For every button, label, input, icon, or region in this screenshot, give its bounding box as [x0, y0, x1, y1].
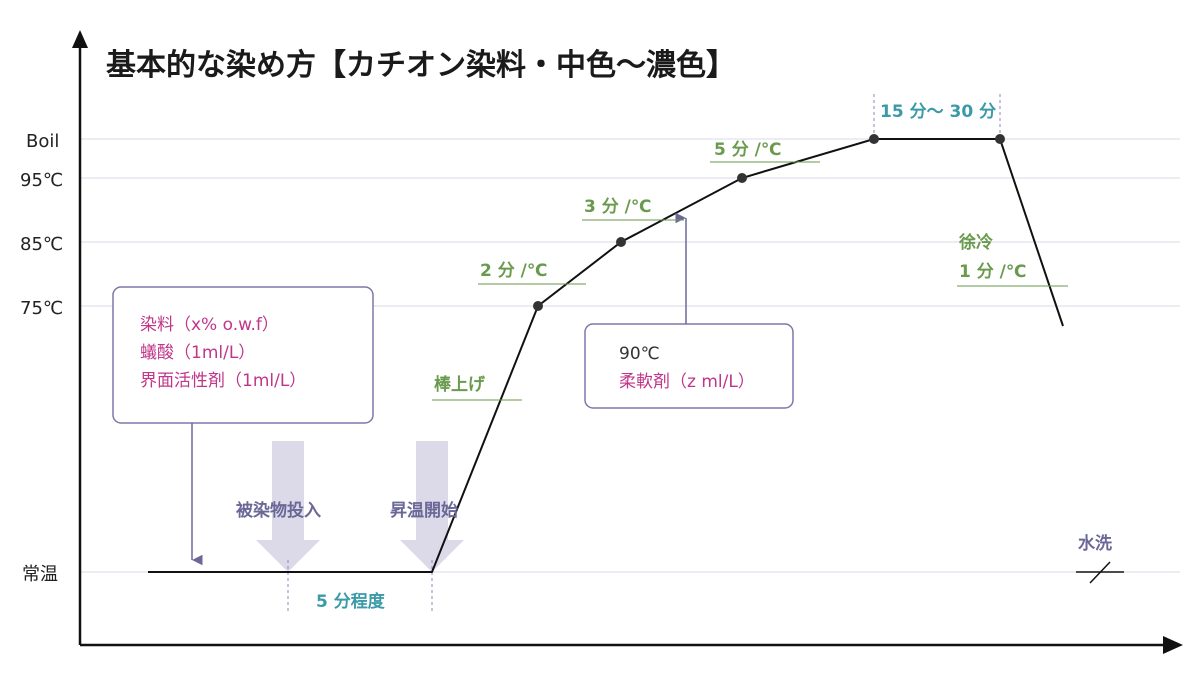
- rinse-break-icon: [1089, 561, 1111, 584]
- bouage-label: 棒上げ: [434, 374, 486, 395]
- profile-points: [533, 134, 1005, 311]
- softener-box: [584, 323, 794, 409]
- dashed-markers: [287, 94, 1001, 612]
- additive-line-1: 染料（x% o.w.f）: [140, 315, 279, 335]
- y-label-95: 95℃: [20, 170, 63, 191]
- insert-arrow-icon: [256, 441, 320, 572]
- rate-3min-label: 3 分 /℃: [584, 197, 651, 217]
- additives-box: [112, 286, 374, 424]
- y-label-boil: Boil: [26, 131, 59, 152]
- rate-2min-label: 2 分 /℃: [480, 261, 547, 281]
- softener-line: 柔軟剤（z ml/L）: [619, 372, 755, 392]
- boil-hold-label: 15 分〜 30 分: [880, 102, 996, 122]
- axes: [72, 30, 1183, 654]
- heat-start-arrow-icon: [400, 441, 464, 572]
- rate-5min-label: 5 分 /℃: [714, 140, 781, 160]
- x-axis-arrow-icon: [1163, 636, 1183, 654]
- page-title: 基本的な染め方【カチオン染料・中色〜濃色】: [106, 48, 736, 83]
- additive-line-3: 界面活性剤（1ml/L）: [140, 371, 306, 391]
- cooling-title: 徐冷: [958, 232, 993, 253]
- hold-5min-label: 5 分程度: [316, 591, 386, 612]
- heat-start-label: 昇温開始: [390, 500, 458, 521]
- y-label-75: 75℃: [20, 298, 63, 319]
- y-label-room: 常温: [22, 564, 58, 585]
- insert-label: 被染物投入: [236, 500, 321, 521]
- rinse-label: 水洗: [1078, 533, 1112, 554]
- additive-line-2: 蟻酸（1ml/L）: [140, 343, 255, 363]
- y-axis-arrow-icon: [72, 30, 88, 48]
- temperature-profile-line: [148, 138, 1064, 573]
- softener-temp: 90℃: [619, 344, 660, 364]
- cooling-rate: 1 分 /℃: [959, 262, 1026, 282]
- y-label-85: 85℃: [20, 234, 63, 255]
